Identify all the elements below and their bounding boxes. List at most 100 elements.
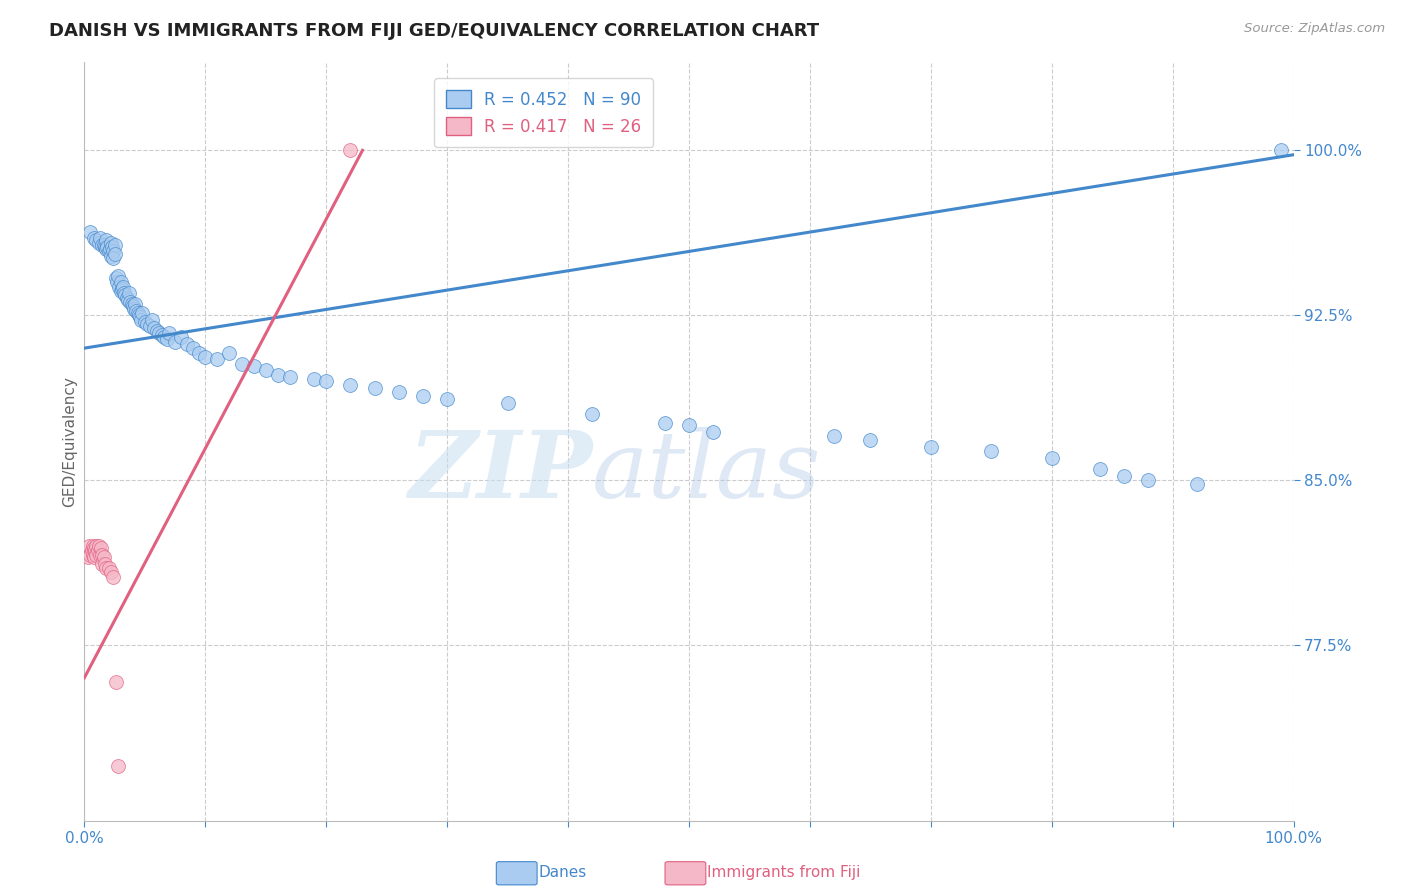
Point: [254, 363, 277, 377]
Point: [104, 237, 127, 252]
Point: [150, 328, 173, 343]
Point: [82, 548, 104, 562]
Point: [111, 282, 134, 296]
Y-axis label: GED/Equivalency: GED/Equivalency: [62, 376, 77, 507]
Point: [77, 539, 100, 553]
Point: [79, 548, 101, 562]
Point: [103, 570, 125, 584]
Point: [114, 288, 136, 302]
Point: [107, 758, 129, 772]
Point: [108, 279, 131, 293]
Point: [117, 293, 139, 307]
Point: [146, 324, 169, 338]
Point: [91, 548, 114, 562]
Point: [122, 301, 145, 316]
Point: [127, 306, 149, 320]
Point: [278, 369, 301, 384]
Point: [315, 374, 337, 388]
Point: [100, 235, 122, 250]
Point: [129, 310, 152, 325]
Point: [155, 332, 177, 346]
Point: [242, 359, 264, 373]
Point: [678, 418, 700, 433]
Point: [94, 234, 117, 248]
Point: [100, 566, 122, 580]
Point: [170, 330, 193, 344]
Point: [1114, 468, 1136, 483]
Point: [77, 549, 100, 564]
Point: [94, 242, 117, 256]
Point: [94, 557, 117, 571]
Point: [153, 330, 176, 344]
Point: [138, 319, 160, 334]
Point: [98, 242, 121, 256]
Point: [91, 557, 114, 571]
Text: ZIP: ZIP: [408, 427, 592, 516]
Point: [93, 549, 115, 564]
Point: [97, 561, 120, 575]
Point: [87, 235, 110, 250]
Point: [83, 231, 105, 245]
Point: [194, 350, 217, 364]
Legend: R = 0.452   N = 90, R = 0.417   N = 26: R = 0.452 N = 90, R = 0.417 N = 26: [434, 78, 654, 147]
Point: [86, 548, 108, 562]
Point: [94, 240, 117, 254]
Point: [115, 291, 138, 305]
Point: [302, 372, 325, 386]
Point: [87, 539, 110, 553]
Point: [339, 378, 361, 392]
Point: [97, 244, 120, 259]
Text: Danes: Danes: [538, 865, 586, 880]
Point: [129, 312, 152, 326]
Point: [1137, 473, 1160, 487]
Text: Immigrants from Fiji: Immigrants from Fiji: [707, 865, 860, 880]
Point: [101, 240, 124, 254]
Point: [1088, 462, 1111, 476]
Point: [96, 240, 118, 254]
Point: [157, 326, 180, 340]
Point: [823, 429, 845, 443]
Point: [1185, 477, 1208, 491]
Point: [436, 392, 458, 406]
Point: [79, 225, 101, 239]
Text: atlas: atlas: [592, 427, 821, 516]
Point: [112, 279, 135, 293]
Point: [86, 539, 108, 553]
Point: [110, 284, 132, 298]
Point: [165, 334, 187, 349]
Point: [267, 368, 290, 382]
Point: [134, 315, 156, 329]
Text: DANISH VS IMMIGRANTS FROM FIJI GED/EQUIVALENCY CORRELATION CHART: DANISH VS IMMIGRANTS FROM FIJI GED/EQUIV…: [49, 22, 820, 40]
Point: [207, 352, 229, 367]
Point: [131, 306, 153, 320]
Point: [339, 144, 361, 158]
Point: [80, 543, 103, 558]
Point: [90, 541, 112, 555]
Point: [496, 396, 519, 410]
Point: [121, 297, 143, 311]
Point: [125, 303, 148, 318]
Point: [93, 237, 115, 252]
Point: [702, 425, 724, 439]
Point: [121, 299, 143, 313]
Point: [104, 675, 127, 690]
Point: [148, 326, 170, 340]
Point: [136, 317, 159, 331]
Point: [91, 237, 114, 252]
Point: [141, 312, 163, 326]
Point: [94, 561, 117, 575]
Point: [118, 286, 141, 301]
Point: [107, 268, 129, 283]
Point: [110, 275, 132, 289]
Point: [103, 244, 125, 259]
Point: [105, 275, 128, 289]
Point: [412, 389, 434, 403]
Point: [124, 297, 146, 311]
Point: [176, 336, 198, 351]
Point: [103, 251, 125, 265]
Point: [86, 234, 108, 248]
Point: [388, 385, 411, 400]
Point: [181, 341, 204, 355]
Point: [859, 434, 882, 448]
Text: Source: ZipAtlas.com: Source: ZipAtlas.com: [1244, 22, 1385, 36]
